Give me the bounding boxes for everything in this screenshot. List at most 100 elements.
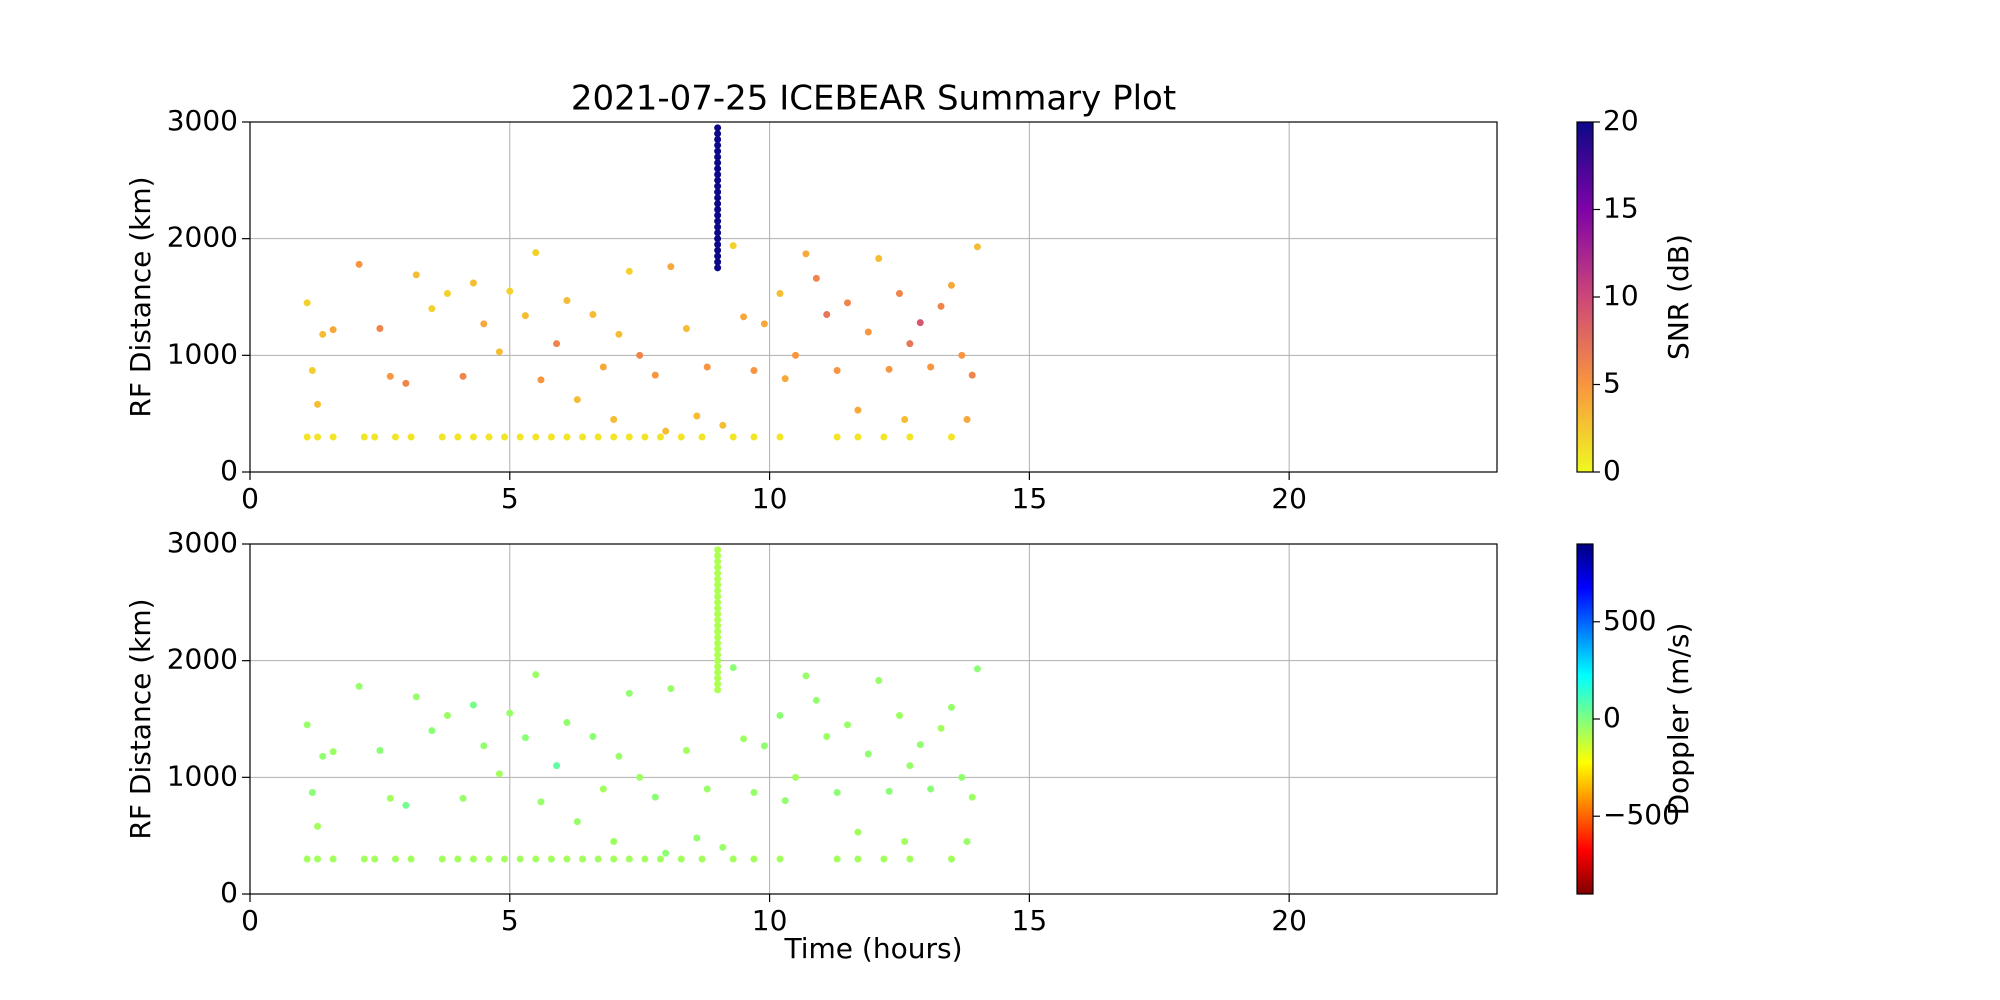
- scatter-point: [906, 762, 914, 770]
- scatter-point: [469, 855, 477, 863]
- scatter-point: [714, 182, 722, 190]
- scatter-point: [532, 249, 540, 257]
- scatter-point: [443, 711, 451, 719]
- scatter-point: [469, 279, 477, 287]
- colorbar-tick-label: 500: [1603, 604, 1656, 637]
- scatter-point: [714, 194, 722, 202]
- scatter-point: [729, 664, 737, 672]
- scatter-point: [563, 296, 571, 304]
- scatter-point: [610, 433, 618, 441]
- scatter-point: [714, 211, 722, 219]
- scatter-point: [714, 241, 722, 249]
- y-axis-label: RF Distance (km): [124, 598, 157, 839]
- scatter-point: [729, 855, 737, 863]
- scatter-point: [740, 313, 748, 321]
- scatter-point: [714, 141, 722, 149]
- scatter-point: [682, 324, 690, 332]
- scatter-point: [636, 773, 644, 781]
- scatter-point: [901, 837, 909, 845]
- scatter-point: [662, 427, 670, 435]
- y-tick-label: 3000: [167, 526, 238, 559]
- scatter-point: [485, 433, 493, 441]
- scatter-point: [750, 855, 758, 863]
- scatter-point: [438, 433, 446, 441]
- y-tick-label: 0: [220, 876, 238, 909]
- scatter-point: [625, 433, 633, 441]
- scatter-point: [833, 788, 841, 796]
- scatter-point: [662, 849, 670, 857]
- scatter-point: [714, 557, 722, 565]
- scatter-point: [776, 433, 784, 441]
- plot-frame: [249, 121, 1498, 473]
- scatter-point: [714, 651, 722, 659]
- scatter-point: [553, 762, 561, 770]
- scatter-point: [314, 400, 322, 408]
- scatter-point: [714, 206, 722, 214]
- scatter-point: [823, 310, 831, 318]
- scatter-point: [610, 415, 618, 423]
- scatter-point: [651, 371, 659, 379]
- scatter-point: [947, 855, 955, 863]
- scatter-point: [698, 433, 706, 441]
- scatter-point: [693, 412, 701, 420]
- scatter-point: [412, 693, 420, 701]
- scatter-point: [532, 433, 540, 441]
- scatter-point: [610, 837, 618, 845]
- x-tick-label: 0: [241, 482, 259, 515]
- scatter-point: [610, 855, 618, 863]
- scatter-point: [864, 750, 872, 758]
- scatter-point: [802, 672, 810, 680]
- scatter-point: [901, 415, 909, 423]
- chart-title: 2021-07-25 ICEBEAR Summary Plot: [571, 79, 1176, 119]
- scatter-point: [329, 855, 337, 863]
- scatter-point: [407, 433, 415, 441]
- scatter-point: [854, 433, 862, 441]
- scatter-point: [906, 855, 914, 863]
- scatter-point: [714, 645, 722, 653]
- scatter-point: [714, 604, 722, 612]
- scatter-point: [895, 289, 903, 297]
- scatter-point: [667, 263, 675, 271]
- scatter-point: [714, 130, 722, 138]
- points: [303, 546, 981, 863]
- scatter-point: [750, 433, 758, 441]
- scatter-point: [880, 855, 888, 863]
- scatter-point: [443, 289, 451, 297]
- x-tick-label: 20: [1271, 904, 1307, 937]
- x-axis-label: Time (hours): [784, 932, 963, 965]
- scatter-point: [615, 752, 623, 760]
- scatter-point: [968, 793, 976, 801]
- scatter-point: [714, 680, 722, 688]
- scatter-point: [547, 855, 555, 863]
- scatter-point: [714, 171, 722, 179]
- scatter-point: [947, 281, 955, 289]
- scatter-point: [973, 243, 981, 251]
- scatter-point: [314, 855, 322, 863]
- scatter-point: [501, 433, 509, 441]
- scatter-point: [589, 310, 597, 318]
- scatter-point: [329, 326, 337, 334]
- scatter-point: [714, 153, 722, 161]
- scatter-point: [391, 433, 399, 441]
- scatter-point: [875, 255, 883, 263]
- scatter-point: [714, 252, 722, 260]
- points: [303, 124, 981, 441]
- scatter-point: [750, 788, 758, 796]
- y-tick-label: 3000: [167, 104, 238, 137]
- scatter-point: [698, 855, 706, 863]
- scatter-point: [714, 147, 722, 155]
- scatter-point: [973, 665, 981, 673]
- scatter-point: [906, 433, 914, 441]
- scatter-point: [844, 721, 852, 729]
- scatter-point: [719, 843, 727, 851]
- scatter-point: [760, 320, 768, 328]
- colorbar-label: SNR (dB): [1662, 234, 1695, 360]
- scatter-point: [703, 785, 711, 793]
- scatter-point: [885, 365, 893, 373]
- scatter-point: [714, 165, 722, 173]
- scatter-point: [714, 563, 722, 571]
- scatter-point: [521, 734, 529, 742]
- scatter-point: [428, 727, 436, 735]
- scatter-point: [781, 797, 789, 805]
- scatter-point: [360, 433, 368, 441]
